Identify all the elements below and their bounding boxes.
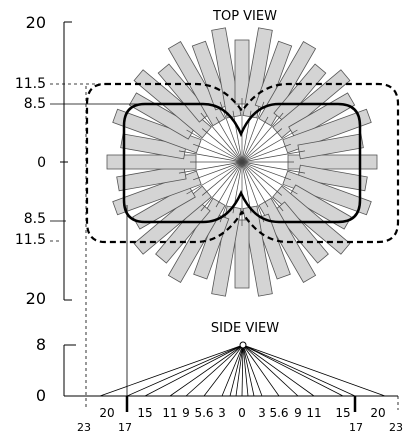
beam-ray [200, 112, 243, 163]
side-ray [235, 344, 244, 397]
beam-ray [241, 128, 283, 163]
inner-zone-outline [122, 102, 362, 224]
beam-ray [241, 116, 269, 163]
beam-ray [178, 150, 243, 163]
x-label-right-15: 15 [335, 406, 350, 420]
side-ray [242, 344, 299, 397]
beam-ray [241, 143, 291, 163]
beam-ray [241, 150, 306, 163]
side-ray [242, 344, 386, 397]
side-view-label-top: 8 [36, 335, 46, 354]
side-ray [242, 344, 356, 397]
beam-ray [193, 143, 243, 163]
top-view-label-zero: 0 [37, 155, 46, 171]
x-label-right-23: 23 [389, 421, 403, 434]
x-label-right-17: 17 [349, 421, 363, 434]
x-label-center-0: 0 [238, 406, 246, 420]
x-label-left-17: 17 [118, 421, 132, 434]
side-ray [241, 344, 244, 397]
top-view-label-top: 20 [26, 13, 46, 32]
x-label-left-23: 23 [77, 421, 91, 434]
beam-ray [186, 161, 243, 195]
side-ray [169, 344, 244, 397]
sensor-icon [239, 341, 247, 349]
beam-ray [241, 161, 291, 181]
beam-ray [215, 161, 243, 208]
side-ray [242, 344, 280, 397]
beam-ray [186, 129, 243, 163]
side-ray [242, 344, 263, 397]
x-label-right-9: 9 [294, 406, 302, 420]
beam-ray [193, 161, 243, 181]
beam-ray [241, 101, 265, 163]
beam-ray [241, 161, 298, 195]
side-view-label-zero: 0 [36, 386, 46, 405]
x-label-left-15: 15 [137, 406, 152, 420]
side-ray [203, 344, 244, 397]
beam-ray [232, 110, 243, 163]
beam-ray [241, 161, 265, 223]
beam-ray [215, 116, 243, 163]
side-ray [242, 344, 344, 397]
beam-ray [241, 161, 252, 214]
side-ray [242, 344, 315, 397]
top-view-label-inner-top: 8.5 [24, 96, 46, 112]
beam-ray [241, 112, 284, 163]
beam-ray [178, 161, 243, 174]
x-label-left-20: 20 [99, 406, 114, 420]
beam-ray [201, 128, 243, 163]
top-view-label-outer-top: 11.5 [15, 76, 46, 92]
side-ray [242, 344, 249, 397]
side-ray [221, 344, 244, 397]
beam-ray [219, 161, 243, 223]
top-view-label-outer-bottom: 11.5 [15, 232, 46, 248]
beam-ray [241, 161, 306, 174]
x-label-left-5-6: 5.6 [194, 406, 213, 420]
beam-ray [241, 161, 283, 196]
side-ray [242, 344, 255, 397]
beam-ray [241, 161, 269, 208]
x-label-right-3: 3 [258, 406, 266, 420]
top-view-title: TOP VIEW [212, 9, 277, 24]
x-label-left-11: 11 [162, 406, 177, 420]
top-view-label-bottom: 20 [26, 289, 46, 308]
top-view-beams [106, 27, 378, 297]
x-label-right-11: 11 [306, 406, 321, 420]
side-ray [99, 344, 244, 397]
side-ray [126, 344, 244, 397]
beam-ray [241, 161, 284, 212]
side-ray [229, 344, 244, 397]
x-label-left-3: 3 [218, 406, 226, 420]
x-label-right-20: 20 [370, 406, 385, 420]
side-ray [185, 344, 244, 397]
beam-ray [201, 161, 243, 196]
top-view-label-inner-bottom: 8.5 [24, 211, 46, 227]
x-label-left-9: 9 [182, 406, 190, 420]
beam-ray [200, 161, 243, 212]
outer-zone-outline [85, 82, 400, 244]
x-label-right-5-6: 5.6 [269, 406, 288, 420]
beam-ray [241, 129, 298, 163]
side-view-rays [99, 344, 386, 397]
side-view-title: SIDE VIEW [211, 321, 279, 336]
side-ray [144, 344, 244, 397]
